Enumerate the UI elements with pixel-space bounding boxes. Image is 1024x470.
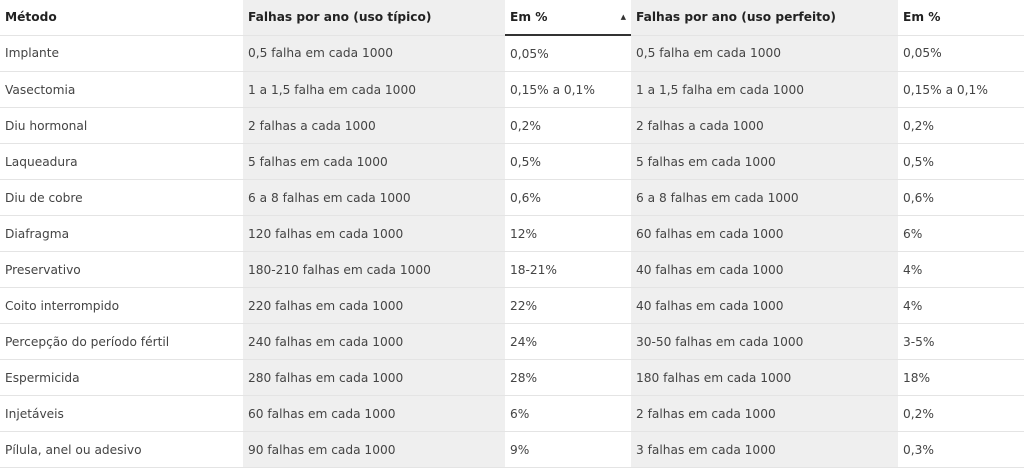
cell-perfect-failures: 40 falhas em cada 1000 — [631, 287, 898, 324]
table-header: Método Falhas por ano (uso típico) Em % ▲… — [0, 0, 1024, 36]
cell-typical-failures: 1 a 1,5 falha em cada 1000 — [243, 71, 505, 108]
cell-perfect-failures: 6 a 8 falhas em cada 1000 — [631, 179, 898, 216]
cell-typical-percent: 18-21% — [505, 251, 631, 288]
cell-perfect-percent: 0,5% — [898, 143, 1024, 180]
table-row: Implante 0,5 falha em cada 1000 0,05% 0,5 f… — [0, 35, 1024, 72]
cell-perfect-percent: 3-5% — [898, 323, 1024, 360]
cell-typical-failures: 280 falhas em cada 1000 — [243, 359, 505, 396]
column-header-typical-percent[interactable]: Em % ▲ — [505, 0, 631, 36]
cell-perfect-percent: 0,3% — [898, 431, 1024, 468]
cell-perfect-failures: 180 falhas em cada 1000 — [631, 359, 898, 396]
cell-typical-failures: 180-210 falhas em cada 1000 — [243, 251, 505, 288]
cell-typical-percent: 6% — [505, 395, 631, 432]
cell-typical-percent: 9% — [505, 431, 631, 468]
cell-typical-percent: 12% — [505, 215, 631, 252]
cell-method: Implante — [0, 35, 243, 72]
cell-perfect-percent: 0,2% — [898, 107, 1024, 144]
column-header-typical[interactable]: Falhas por ano (uso típico) — [243, 0, 505, 36]
cell-perfect-percent: 0,2% — [898, 395, 1024, 432]
table-row: Percepção do período fértil 240 falhas em… — [0, 323, 1024, 360]
cell-method: Espermicida — [0, 359, 243, 396]
cell-typical-percent: 22% — [505, 287, 631, 324]
cell-method: Preservativo — [0, 251, 243, 288]
cell-method: Percepção do período fértil — [0, 323, 243, 360]
table-row: Pílula, anel ou adesivo 90 falhas em cada… — [0, 431, 1024, 468]
cell-perfect-failures: 3 falhas em cada 1000 — [631, 431, 898, 468]
cell-typical-percent: 0,2% — [505, 107, 631, 144]
cell-typical-failures: 2 falhas a cada 1000 — [243, 107, 505, 144]
column-header-perfect-percent[interactable]: Em % — [898, 0, 1024, 36]
cell-typical-failures: 0,5 falha em cada 1000 — [243, 35, 505, 72]
table-row: Espermicida 280 falhas em cada 1000 28% 180… — [0, 359, 1024, 396]
cell-perfect-failures: 2 falhas em cada 1000 — [631, 395, 898, 432]
cell-perfect-failures: 0,5 falha em cada 1000 — [631, 35, 898, 72]
cell-method: Diu hormonal — [0, 107, 243, 144]
cell-perfect-percent: 18% — [898, 359, 1024, 396]
table-row: Coito interrompido 220 falhas em cada 100… — [0, 287, 1024, 324]
cell-typical-percent: 0,6% — [505, 179, 631, 216]
cell-typical-percent: 0,15% a 0,1% — [505, 71, 631, 108]
cell-method: Pílula, anel ou adesivo — [0, 431, 243, 468]
cell-method: Diu de cobre — [0, 179, 243, 216]
cell-typical-failures: 220 falhas em cada 1000 — [243, 287, 505, 324]
table-row: Diu hormonal 2 falhas a cada 1000 0,2% 2 fa… — [0, 107, 1024, 144]
column-header-method[interactable]: Método — [0, 0, 243, 36]
table-row: Diu de cobre 6 a 8 falhas em cada 1000 0,6… — [0, 179, 1024, 216]
cell-typical-failures: 6 a 8 falhas em cada 1000 — [243, 179, 505, 216]
cell-typical-failures: 5 falhas em cada 1000 — [243, 143, 505, 180]
cell-typical-percent: 28% — [505, 359, 631, 396]
table-row: Diafragma 120 falhas em cada 1000 12% 60 fa… — [0, 215, 1024, 252]
column-header-label: Em % — [510, 10, 548, 24]
cell-method: Laqueadura — [0, 143, 243, 180]
cell-method: Injetáveis — [0, 395, 243, 432]
cell-perfect-percent: 4% — [898, 287, 1024, 324]
triangle-up-icon: ▲ — [620, 13, 626, 21]
cell-perfect-failures: 60 falhas em cada 1000 — [631, 215, 898, 252]
cell-perfect-failures: 5 falhas em cada 1000 — [631, 143, 898, 180]
cell-typical-failures: 120 falhas em cada 1000 — [243, 215, 505, 252]
cell-perfect-failures: 40 falhas em cada 1000 — [631, 251, 898, 288]
cell-typical-failures: 90 falhas em cada 1000 — [243, 431, 505, 468]
cell-typical-percent: 0,05% — [505, 35, 631, 72]
cell-perfect-percent: 0,6% — [898, 179, 1024, 216]
cell-method: Diafragma — [0, 215, 243, 252]
cell-method: Vasectomia — [0, 71, 243, 108]
cell-typical-failures: 240 falhas em cada 1000 — [243, 323, 505, 360]
cell-perfect-failures: 30-50 falhas em cada 1000 — [631, 323, 898, 360]
cell-typical-percent: 0,5% — [505, 143, 631, 180]
table-row: Injetáveis 60 falhas em cada 1000 6% 2 falh… — [0, 395, 1024, 432]
cell-perfect-percent: 0,15% a 0,1% — [898, 71, 1024, 108]
cell-method: Coito interrompido — [0, 287, 243, 324]
cell-perfect-percent: 0,05% — [898, 35, 1024, 72]
cell-perfect-percent: 6% — [898, 215, 1024, 252]
cell-typical-failures: 60 falhas em cada 1000 — [243, 395, 505, 432]
table-body: Implante 0,5 falha em cada 1000 0,05% 0,5 f… — [0, 35, 1024, 468]
cell-perfect-percent: 4% — [898, 251, 1024, 288]
cell-perfect-failures: 2 falhas a cada 1000 — [631, 107, 898, 144]
column-header-perfect[interactable]: Falhas por ano (uso perfeito) — [631, 0, 898, 36]
table-row: Laqueadura 5 falhas em cada 1000 0,5% 5 fal… — [0, 143, 1024, 180]
cell-typical-percent: 24% — [505, 323, 631, 360]
cell-perfect-failures: 1 a 1,5 falha em cada 1000 — [631, 71, 898, 108]
table-row: Vasectomia 1 a 1,5 falha em cada 1000 0,15… — [0, 71, 1024, 108]
header-row: Método Falhas por ano (uso típico) Em % ▲… — [0, 0, 1024, 36]
table-row: Preservativo 180-210 falhas em cada 1000 1… — [0, 251, 1024, 288]
